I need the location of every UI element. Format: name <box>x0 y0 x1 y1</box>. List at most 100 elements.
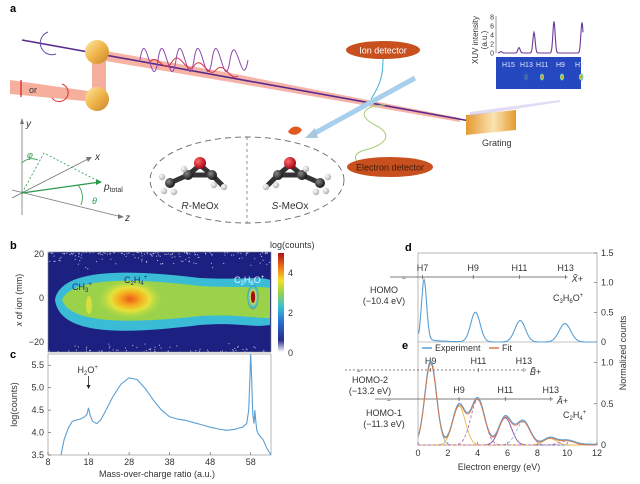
noise-pixel <box>159 255 161 257</box>
noise-pixel <box>238 258 240 260</box>
noise-pixel <box>71 253 73 255</box>
noise-pixel <box>85 267 87 269</box>
noise-pixel <box>53 260 55 262</box>
grating-label: Grating <box>482 138 512 148</box>
noise-pixel <box>49 260 51 262</box>
noise-pixel <box>195 350 197 352</box>
d-experiment-line <box>418 277 597 343</box>
noise-pixel <box>173 262 175 264</box>
oxygen-atom <box>284 157 296 169</box>
noise-pixel <box>259 253 261 255</box>
c-ytick-label: 5.0 <box>31 383 44 393</box>
noise-pixel <box>232 349 234 351</box>
noise-pixel <box>68 350 70 352</box>
noise-pixel <box>75 349 77 351</box>
noise-pixel <box>95 261 97 263</box>
harmonic-label: H11 <box>497 385 513 395</box>
b-ytick: 20 <box>34 249 44 259</box>
noise-pixel <box>117 349 119 351</box>
xuv-ytick: 8 <box>490 15 494 22</box>
noise-pixel <box>171 256 173 258</box>
e-xtick-label: 2 <box>445 448 450 458</box>
noise-pixel <box>246 252 248 254</box>
noise-pixel <box>245 254 247 256</box>
noise-pixel <box>245 348 247 350</box>
theta-label: θ <box>92 196 97 206</box>
harmonic-label: H9 <box>467 263 479 273</box>
noise-pixel <box>228 343 230 345</box>
noise-pixel <box>149 253 151 255</box>
right-axis-label: Normalized counts <box>618 315 628 390</box>
harmonic-label: H11 <box>470 356 486 366</box>
noise-pixel <box>254 347 256 349</box>
hydrogen-atom <box>160 187 168 195</box>
c-ytick-label: 4.0 <box>31 428 44 438</box>
noise-pixel <box>79 260 81 262</box>
e-homo2-energy: (−13.2 eV) <box>349 386 391 396</box>
noise-pixel <box>172 252 174 254</box>
e-xtick-label: 6 <box>505 448 510 458</box>
noise-pixel <box>246 349 248 351</box>
noise-pixel <box>225 351 227 352</box>
noise-pixel <box>261 252 263 254</box>
noise-pixel <box>266 252 268 254</box>
s-meox-molecule <box>262 157 332 196</box>
noise-pixel <box>154 351 156 352</box>
noise-pixel <box>160 347 162 349</box>
noise-pixel <box>194 254 196 256</box>
noise-pixel <box>57 350 59 352</box>
noise-pixel <box>151 255 153 257</box>
noise-pixel <box>66 252 68 254</box>
xuv-ytick: 0 <box>490 51 494 58</box>
xuv-harmonic-label: H9 <box>556 62 565 69</box>
carbon-atom <box>165 178 175 188</box>
noise-pixel <box>101 258 103 260</box>
noise-pixel <box>189 253 191 255</box>
noise-pixel <box>100 253 102 255</box>
e-xtick-label: 10 <box>562 448 572 458</box>
noise-pixel <box>195 263 197 265</box>
noise-pixel <box>185 259 187 261</box>
polarization-or-label: or <box>29 85 37 95</box>
noise-pixel <box>164 253 166 255</box>
annotation-arrow-icon <box>86 385 91 389</box>
noise-pixel <box>48 252 50 254</box>
noise-pixel <box>265 252 267 254</box>
ir-beam: or <box>10 50 460 122</box>
noise-pixel <box>198 350 200 352</box>
noise-pixel <box>188 257 190 259</box>
noise-pixel <box>182 260 184 262</box>
noise-pixel <box>78 255 80 257</box>
noise-pixel <box>186 252 188 254</box>
noise-pixel <box>223 262 225 264</box>
noise-pixel <box>109 252 111 254</box>
noise-pixel <box>128 252 130 254</box>
xuv-harmonic-label: H11 <box>536 62 548 69</box>
noise-pixel <box>158 254 160 256</box>
d-energy-label: (−10.4 eV) <box>363 296 405 306</box>
legend-fit-label: Fit <box>502 343 512 353</box>
c-xtick-label: 28 <box>124 457 134 467</box>
mirror-bottom <box>85 87 109 111</box>
colorbar <box>278 253 284 352</box>
noise-pixel <box>240 252 242 254</box>
axis-break-icon: ≈ <box>387 397 391 404</box>
noise-pixel <box>169 346 171 348</box>
xuv-ylabel-2: (a.u.) <box>480 30 489 49</box>
noise-pixel <box>60 256 62 258</box>
noise-pixel <box>234 347 236 349</box>
panel-c: c 8 18 28 38 48 58 3.5 4.0 4.5 5.0 5.5 Mass-over-ch… <box>9 349 272 479</box>
noise-pixel <box>98 253 100 255</box>
axis-z-label: z <box>124 213 130 224</box>
noise-pixel <box>48 350 50 352</box>
e-homo2-label: HOMO-2 <box>352 375 388 385</box>
noise-pixel <box>150 348 152 350</box>
panel-a: a or Ion detector Electron <box>10 3 584 224</box>
noise-pixel <box>158 344 160 346</box>
noise-pixel <box>126 350 128 352</box>
xuv-spectrum-line <box>497 21 584 54</box>
phi-label: φ <box>27 150 33 160</box>
noise-pixel <box>167 253 169 255</box>
noise-pixel <box>113 252 115 254</box>
